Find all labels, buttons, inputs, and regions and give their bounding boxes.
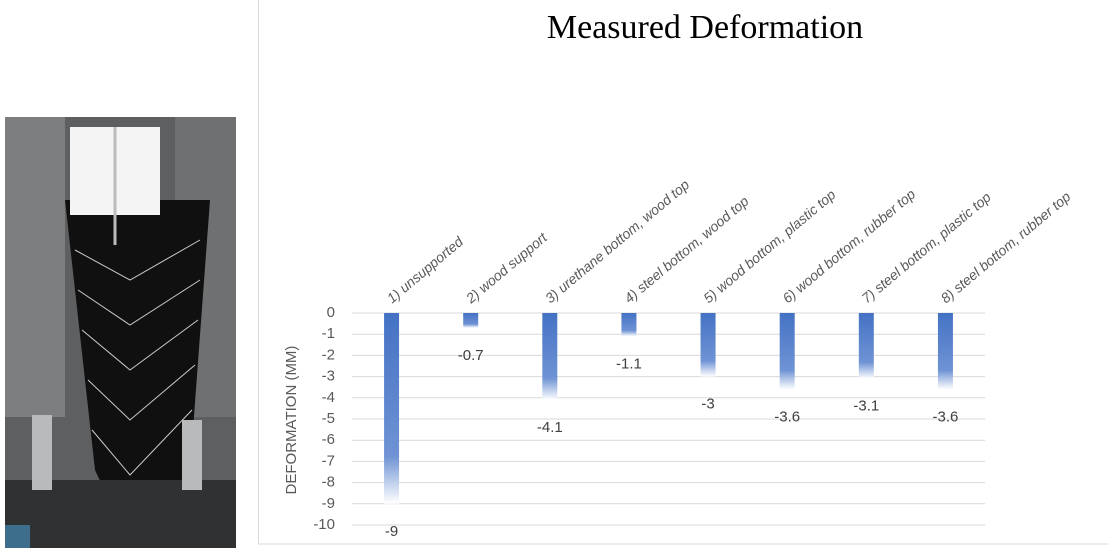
bar	[780, 313, 795, 389]
y-tick-label: -3	[322, 368, 335, 385]
y-tick-label: -5	[322, 410, 335, 427]
x-tick-label: 7) steel bottom, plastic top	[858, 189, 994, 306]
bar	[542, 313, 557, 400]
x-tick-label: 3) urethane bottom, wood top	[542, 176, 693, 306]
y-tick-label: -10	[313, 516, 335, 533]
bar	[701, 313, 716, 377]
value-label: -1.1	[616, 355, 642, 372]
value-label: -3.1	[853, 398, 879, 415]
x-tick-label: 6) wood bottom, rubber top	[779, 186, 918, 306]
y-tick-label: -8	[322, 474, 335, 491]
value-label: -9	[385, 523, 398, 540]
y-axis-label: DEFORMATION (MM)	[283, 346, 300, 495]
y-tick-label: -6	[322, 431, 335, 448]
y-tick-label: -7	[322, 452, 335, 469]
x-tick-label: 4) steel bottom, wood top	[621, 193, 752, 306]
bar	[859, 313, 874, 379]
value-label: -4.1	[537, 419, 563, 436]
value-label: -0.7	[458, 347, 484, 364]
y-tick-label: -4	[322, 389, 335, 406]
bar	[938, 313, 953, 389]
page: {"chart_data": {"type": "bar", "title": …	[0, 0, 1108, 548]
bar	[621, 313, 636, 336]
value-label: -3	[701, 396, 714, 413]
x-tick-label: 2) wood support	[462, 229, 551, 307]
value-label: -3.6	[933, 408, 959, 425]
y-tick-label: -1	[322, 325, 335, 342]
value-label: -3.6	[774, 408, 800, 425]
x-tick-label: 5) wood bottom, plastic top	[700, 186, 839, 306]
y-tick-label: -2	[322, 346, 335, 363]
x-tick-label: 1) unsupported	[384, 233, 467, 307]
bar	[384, 313, 399, 504]
bar	[463, 313, 478, 328]
y-tick-label: -9	[322, 495, 335, 512]
photo	[5, 117, 236, 548]
x-tick-label: 8) steel bottom, rubber top	[937, 188, 1073, 306]
chart-title: Measured Deformation	[547, 9, 863, 46]
figure: Measured Deformation DEFORMATION (MM) 0 -…	[0, 0, 1108, 548]
y-tick-label: 0	[327, 304, 335, 321]
